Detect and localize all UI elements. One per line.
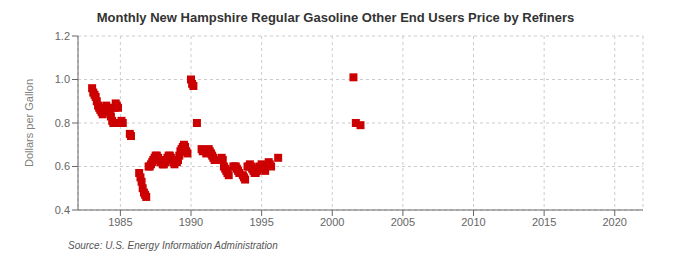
svg-text:2000: 2000 <box>320 216 344 228</box>
svg-text:1990: 1990 <box>179 216 203 228</box>
svg-text:2010: 2010 <box>461 216 485 228</box>
svg-text:0.8: 0.8 <box>55 117 70 129</box>
svg-text:1985: 1985 <box>108 216 132 228</box>
svg-text:1995: 1995 <box>249 216 273 228</box>
svg-text:Dollars per Gallon: Dollars per Gallon <box>23 79 35 167</box>
svg-text:2015: 2015 <box>532 216 556 228</box>
svg-text:2020: 2020 <box>603 216 627 228</box>
html-text:Monthly New Hampshire Regular: Monthly New Hampshire Regular Gasoline O… <box>96 10 575 25</box>
html-text:Source: U.S. Energy Informatio: Source: U.S. Energy Information Administ… <box>68 240 278 251</box>
svg-text:0.4: 0.4 <box>55 204 70 216</box>
svg-text:1.0: 1.0 <box>55 73 70 85</box>
svg-text:0.6: 0.6 <box>55 160 70 172</box>
svg-text:1.2: 1.2 <box>55 30 70 42</box>
svg-text:2005: 2005 <box>391 216 415 228</box>
